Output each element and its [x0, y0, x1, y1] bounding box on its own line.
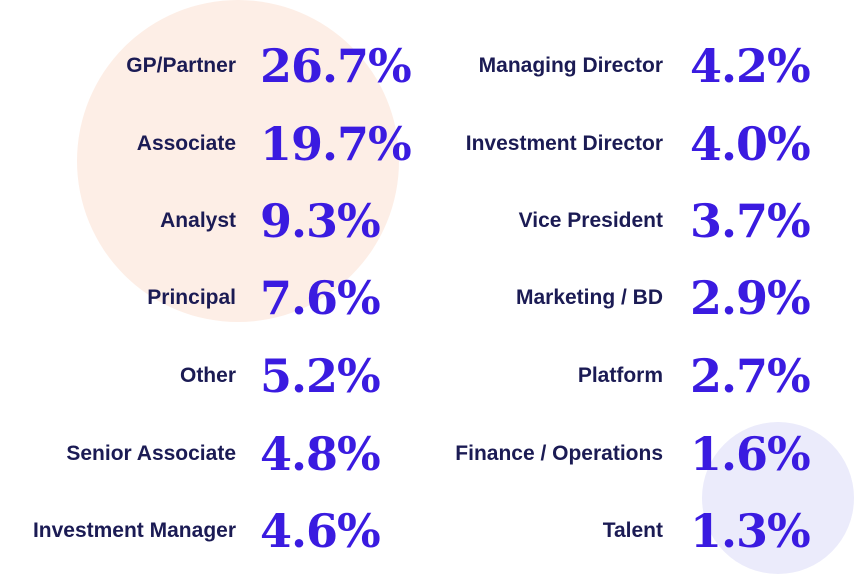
stat-value: 2.9% [690, 271, 811, 325]
stat-value: 1.3% [690, 504, 811, 558]
stat-value: 26.7% [260, 39, 412, 93]
stat-label: Marketing / BD [515, 286, 663, 309]
stat-label: Platform [577, 364, 663, 387]
decorative-circle-lavender [702, 422, 854, 574]
stat-label: Vice President [518, 209, 663, 232]
stat-label: Managing Director [478, 54, 663, 77]
stat-label: Finance / Operations [455, 442, 663, 465]
decorative-circle-peach [77, 0, 399, 322]
stat-value: 19.7% [260, 117, 412, 171]
stat-value: 1.6% [690, 427, 811, 481]
stat-value: 9.3% [260, 194, 381, 248]
stat-label: Investment Director [465, 132, 663, 155]
stat-value: 4.2% [690, 39, 811, 93]
stat-value: 2.7% [690, 349, 811, 403]
stat-value: 5.2% [260, 349, 381, 403]
stat-label: Other [179, 364, 236, 387]
stat-label: Analyst [160, 209, 236, 232]
stat-value: 3.7% [690, 194, 811, 248]
stat-value: 4.8% [260, 427, 381, 481]
stat-label: Associate [136, 132, 236, 155]
stat-value: 4.6% [260, 504, 381, 558]
stat-label: Investment Manager [32, 519, 236, 542]
stat-label: Senior Associate [66, 442, 236, 465]
stat-label: Talent [602, 519, 663, 542]
stat-label: Principal [147, 286, 236, 309]
stat-value: 7.6% [260, 271, 381, 325]
stat-value: 4.0% [690, 117, 811, 171]
stat-label: GP/Partner [126, 54, 236, 77]
